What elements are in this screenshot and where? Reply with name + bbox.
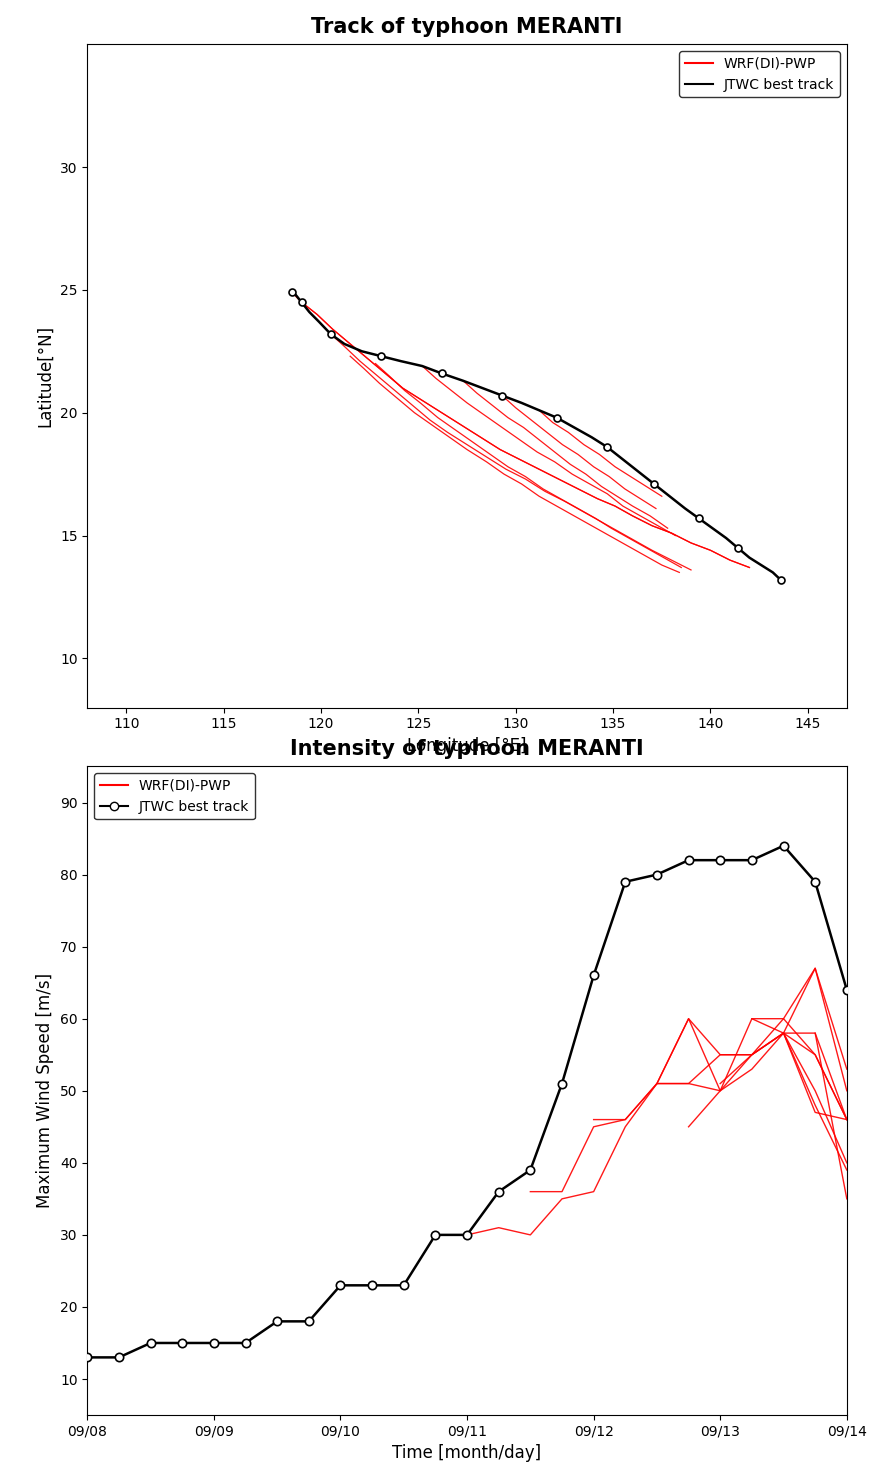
Legend: WRF(DI)-PWP, JTWC best track: WRF(DI)-PWP, JTWC best track [94,774,255,820]
Title: Intensity of typhoon MERANTI: Intensity of typhoon MERANTI [290,740,644,759]
Y-axis label: Latitude[°N]: Latitude[°N] [37,324,54,427]
Y-axis label: Maximum Wind Speed [m/s]: Maximum Wind Speed [m/s] [37,973,54,1209]
X-axis label: Longitude [°E]: Longitude [°E] [408,737,526,755]
Legend: WRF(DI)-PWP, JTWC best track: WRF(DI)-PWP, JTWC best track [679,52,840,97]
X-axis label: Time [month/day]: Time [month/day] [393,1445,541,1462]
Title: Track of typhoon MERANTI: Track of typhoon MERANTI [312,18,622,37]
